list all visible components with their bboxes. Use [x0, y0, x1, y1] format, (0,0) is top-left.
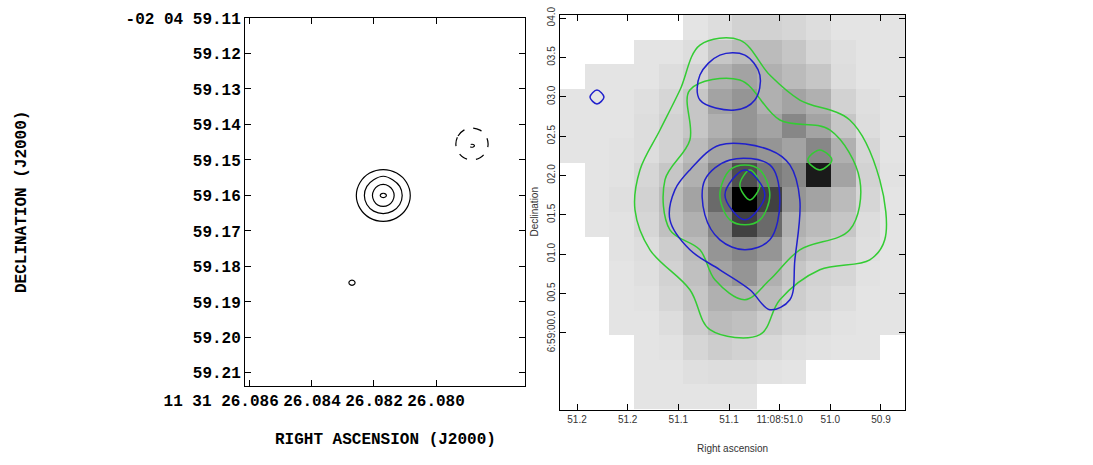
svg-text:6:59:00.0: 6:59:00.0 [546, 310, 557, 352]
svg-text:DECLINATION (J2000): DECLINATION (J2000) [13, 111, 31, 293]
svg-text:26.080: 26.080 [407, 393, 465, 411]
svg-text:01.0: 01.0 [546, 243, 557, 263]
svg-text:51.2: 51.2 [618, 414, 638, 425]
svg-text:00.5: 00.5 [546, 282, 557, 302]
svg-text:51.1: 51.1 [669, 414, 689, 425]
svg-text:51.2: 51.2 [567, 414, 587, 425]
svg-text:-02 04 59.11: -02 04 59.11 [126, 11, 241, 29]
svg-text:03.5: 03.5 [546, 46, 557, 66]
svg-text:59.19: 59.19 [193, 295, 241, 313]
svg-text:59.16: 59.16 [193, 188, 241, 206]
svg-text:59.20: 59.20 [193, 330, 241, 348]
svg-text:01.5: 01.5 [546, 203, 557, 223]
svg-text:59.18: 59.18 [193, 259, 241, 277]
svg-text:59.12: 59.12 [193, 46, 241, 64]
svg-text:02.5: 02.5 [546, 125, 557, 145]
svg-text:59.13: 59.13 [193, 82, 241, 100]
svg-text:59.15: 59.15 [193, 153, 241, 171]
svg-text:Declination: Declination [529, 187, 540, 236]
svg-text:51.1: 51.1 [719, 414, 739, 425]
svg-text:RIGHT ASCENSION (J2000): RIGHT ASCENSION (J2000) [275, 431, 496, 449]
svg-text:59.14: 59.14 [193, 117, 241, 135]
svg-text:50.9: 50.9 [871, 414, 891, 425]
svg-text:Right ascension: Right ascension [697, 443, 768, 454]
svg-text:51.0: 51.0 [821, 414, 841, 425]
svg-text:03.0: 03.0 [546, 85, 557, 105]
svg-text:26.082: 26.082 [345, 393, 403, 411]
svg-text:26.084: 26.084 [283, 393, 341, 411]
svg-text:02.0: 02.0 [546, 164, 557, 184]
svg-text:04.0: 04.0 [546, 6, 557, 26]
svg-text:59.17: 59.17 [193, 224, 241, 242]
svg-text:11 31 26.086: 11 31 26.086 [164, 393, 337, 411]
svg-text:59.21: 59.21 [193, 365, 241, 383]
svg-text:11:08:51.0: 11:08:51.0 [756, 414, 803, 425]
